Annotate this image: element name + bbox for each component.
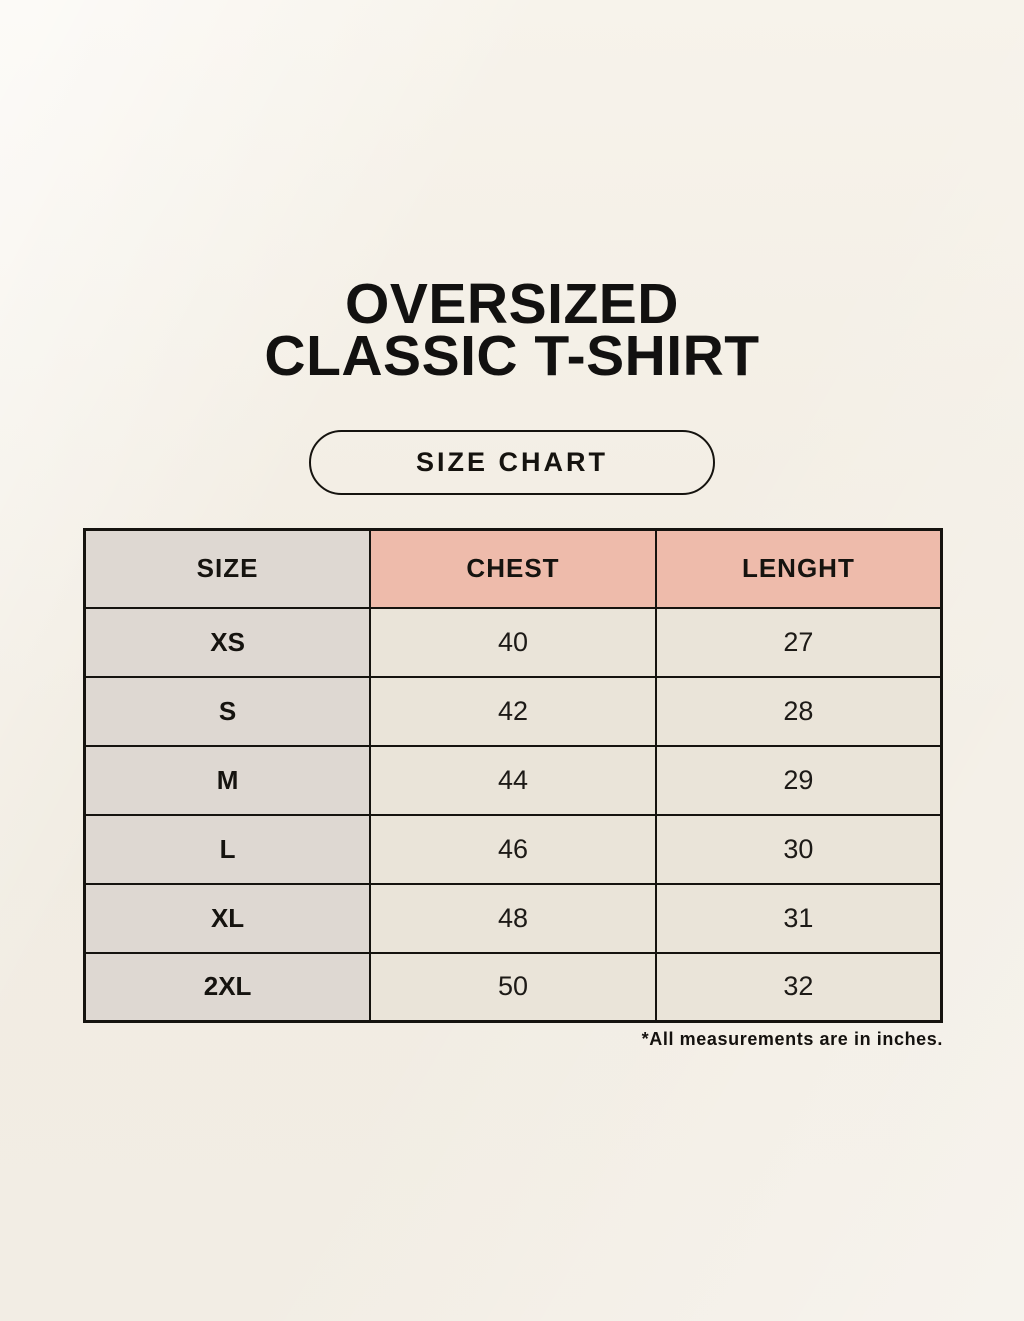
product-title-line-1: OVERSIZED <box>345 272 679 336</box>
chest-cell: 44 <box>369 744 657 816</box>
size-table: SIZE CHEST LENGHT XS 40 27 S 42 28 M 44 … <box>83 528 943 1023</box>
table-row-m: M 44 29 <box>83 744 943 816</box>
product-title: OVERSIZED CLASSIC T-SHIRT <box>0 272 1024 388</box>
size-cell: 2XL <box>83 951 372 1023</box>
size-cell: L <box>83 813 372 885</box>
chest-cell: 40 <box>369 606 657 678</box>
measurements-footnote: *All measurements are in inches. <box>641 1029 943 1049</box>
table-row-l: L 46 30 <box>83 813 943 885</box>
table-header-row: SIZE CHEST LENGHT <box>83 528 943 609</box>
length-cell: 27 <box>654 606 943 678</box>
size-cell: XL <box>83 882 372 954</box>
size-chart-button[interactable]: SIZE CHART <box>309 430 715 495</box>
chest-cell: 48 <box>369 882 657 954</box>
column-header-length: LENGHT <box>654 528 943 609</box>
size-cell: XS <box>83 606 372 678</box>
size-chart-button-label: SIZE CHART <box>416 447 608 477</box>
length-cell: 32 <box>654 951 943 1023</box>
length-cell: 29 <box>654 744 943 816</box>
length-cell: 30 <box>654 813 943 885</box>
table-row-2xl: 2XL 50 32 <box>83 951 943 1023</box>
column-header-size: SIZE <box>83 528 372 609</box>
product-title-line-2: CLASSIC T-SHIRT <box>264 324 760 388</box>
table-row-xs: XS 40 27 <box>83 606 943 678</box>
chest-cell: 50 <box>369 951 657 1023</box>
table-row-xl: XL 48 31 <box>83 882 943 954</box>
length-cell: 28 <box>654 675 943 747</box>
size-cell: M <box>83 744 372 816</box>
chest-cell: 46 <box>369 813 657 885</box>
column-header-chest: CHEST <box>369 528 657 609</box>
table-row-s: S 42 28 <box>83 675 943 747</box>
size-cell: S <box>83 675 372 747</box>
chest-cell: 42 <box>369 675 657 747</box>
length-cell: 31 <box>654 882 943 954</box>
